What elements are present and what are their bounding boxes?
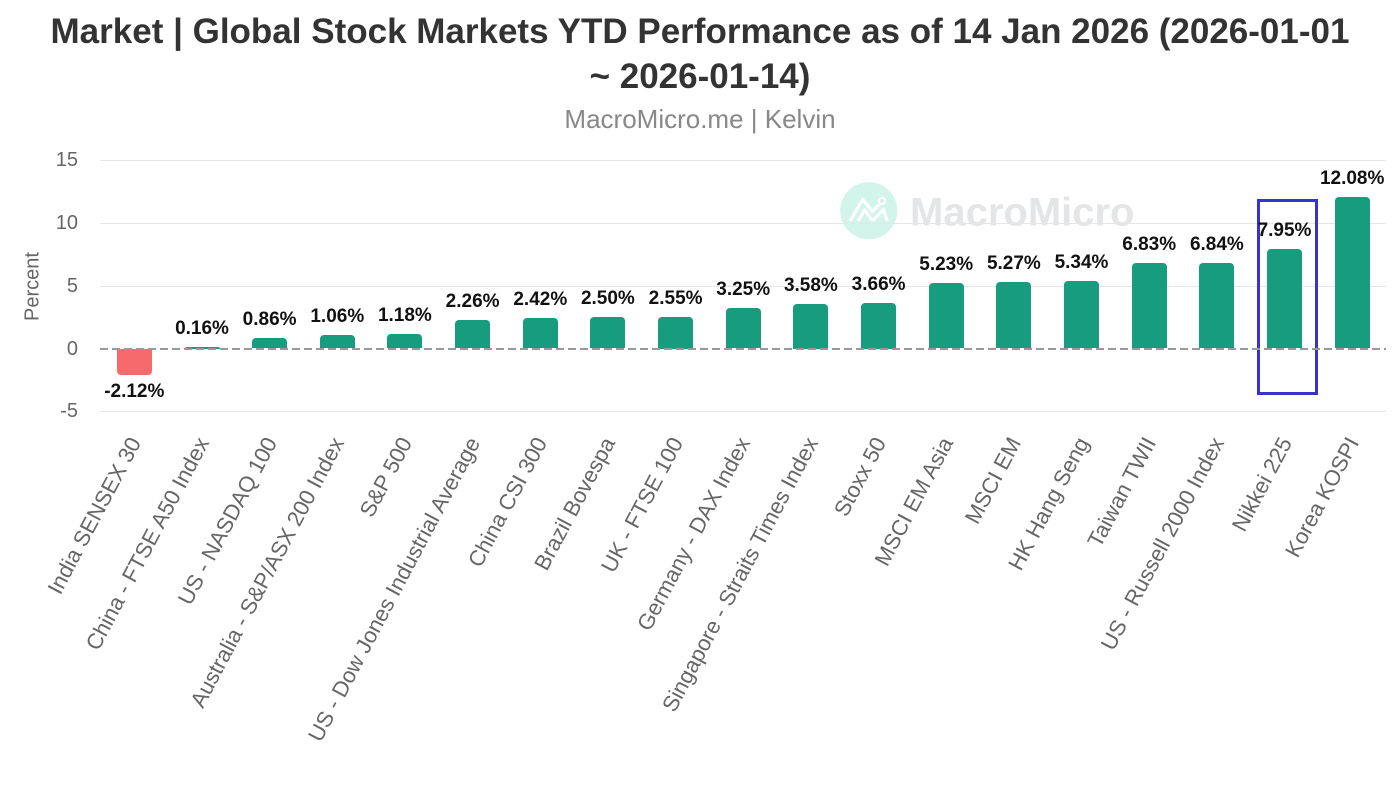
svg-text:MacroMicro: MacroMicro [910, 191, 1135, 235]
